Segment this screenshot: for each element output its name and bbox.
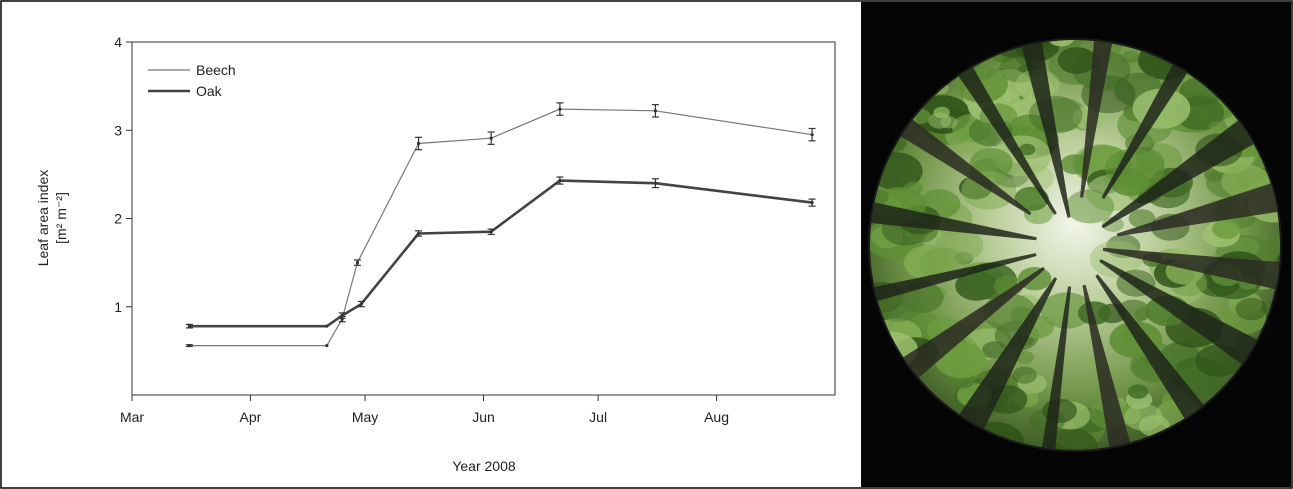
x-axis: Mar Apr May Jun Jul Aug	[120, 395, 729, 425]
tree-trunk	[1099, 259, 1267, 371]
y-tick-label-4: 4	[114, 34, 122, 50]
tree-trunk	[870, 253, 1037, 304]
leaf-cluster	[1102, 216, 1124, 232]
data-point-beech-0	[187, 343, 191, 348]
leaf-cluster	[904, 245, 954, 280]
data-point-oak-6	[558, 178, 562, 183]
series-line-oak	[189, 179, 813, 328]
lai-chart: 1 2 3 4 Mar Apr May Jun Jul Aug Beech Oak Year 2…	[35, 34, 836, 474]
leaf-cluster	[969, 148, 1013, 179]
y-axis-title-line1: Leaf area index	[35, 170, 51, 267]
leaf-cluster	[1127, 384, 1149, 399]
x-tick-label-apr: Apr	[240, 409, 262, 425]
data-point-beech-3	[355, 261, 360, 265]
data-point-oak-7	[653, 181, 658, 185]
tree-trunk	[1019, 40, 1071, 218]
x-axis-title: Year 2008	[452, 458, 516, 474]
series-layer	[185, 102, 816, 348]
leaf-cluster	[1104, 148, 1164, 190]
leaf-cluster	[871, 225, 904, 249]
data-point-beech-8	[810, 133, 814, 137]
leaf-cluster	[876, 290, 922, 322]
tree-trunk	[1101, 114, 1263, 229]
tree-trunk	[1116, 180, 1280, 237]
data-point-beech-6	[558, 107, 562, 111]
y-axis: 1 2 3 4	[114, 34, 132, 315]
data-point-oak-4	[416, 231, 421, 236]
data-point-beech-4	[416, 141, 421, 146]
data-point-oak-8	[810, 201, 814, 205]
leaf-cluster	[1060, 154, 1089, 175]
legend-label-beech: Beech	[196, 62, 236, 78]
leaf-cluster	[1047, 40, 1075, 47]
leaf-cluster	[1235, 297, 1268, 321]
data-point-oak-3	[359, 302, 363, 306]
y-axis-title-line2: [m² m⁻²]	[53, 192, 69, 244]
tree-trunk	[892, 113, 1032, 216]
tree-trunk	[1082, 284, 1133, 450]
tree-trunk	[952, 58, 1057, 215]
leaf-cluster	[1221, 303, 1267, 335]
leaf-cluster	[1019, 143, 1036, 156]
y-tick-label-3: 3	[114, 122, 122, 138]
x-tick-label-aug: Aug	[704, 409, 729, 425]
x-tick-label-jun: Jun	[472, 409, 495, 425]
leaf-cluster	[1057, 47, 1097, 74]
data-point-oak-0	[187, 324, 191, 328]
data-point-beech-5	[489, 136, 493, 140]
data-point-oak-5	[489, 230, 493, 234]
leaf-cluster	[1212, 219, 1241, 239]
tree-trunk	[870, 200, 1037, 241]
x-tick-label-mar: Mar	[120, 409, 144, 425]
leaf-cluster	[1043, 428, 1098, 450]
tree-trunk	[894, 266, 1045, 385]
x-tick-label-may: May	[352, 409, 378, 425]
tree-trunk	[1040, 286, 1072, 450]
tree-trunk	[1080, 40, 1114, 198]
data-point-oak-2	[340, 313, 344, 318]
leaf-cluster	[1012, 366, 1038, 384]
canopy-photo	[861, 2, 1291, 487]
leaf-cluster	[1124, 403, 1163, 431]
legend: Beech Oak	[148, 62, 236, 99]
tree-trunks	[870, 40, 1280, 450]
plot-area	[131, 41, 836, 396]
tree-trunk	[953, 277, 1058, 439]
tree-trunk	[1095, 274, 1211, 428]
leaf-cluster	[928, 112, 952, 129]
legend-label-oak: Oak	[196, 83, 223, 99]
series-line-beech	[189, 108, 813, 347]
leaf-cluster	[1209, 121, 1226, 133]
tree-trunk	[1102, 247, 1280, 292]
leaf-cluster	[1065, 189, 1115, 224]
data-point-beech-1	[325, 343, 329, 348]
tree-trunk	[1101, 55, 1193, 199]
data-point-oak-1	[325, 324, 329, 328]
leaf-cluster	[1267, 235, 1280, 256]
y-tick-label-1: 1	[114, 299, 122, 315]
y-tick-label-2: 2	[114, 211, 122, 227]
data-point-beech-7	[653, 109, 658, 113]
x-tick-label-jul: Jul	[589, 409, 607, 425]
leaf-cluster	[940, 116, 958, 129]
